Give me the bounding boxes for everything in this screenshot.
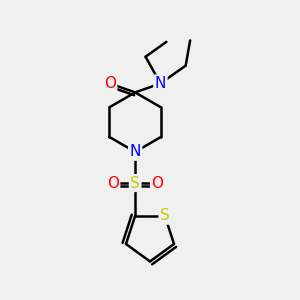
Text: S: S [160,208,170,223]
Text: O: O [152,176,164,190]
Text: N: N [155,76,166,91]
Text: O: O [104,76,116,91]
Text: O: O [107,176,119,190]
Text: N: N [130,144,141,159]
Text: S: S [130,176,140,190]
